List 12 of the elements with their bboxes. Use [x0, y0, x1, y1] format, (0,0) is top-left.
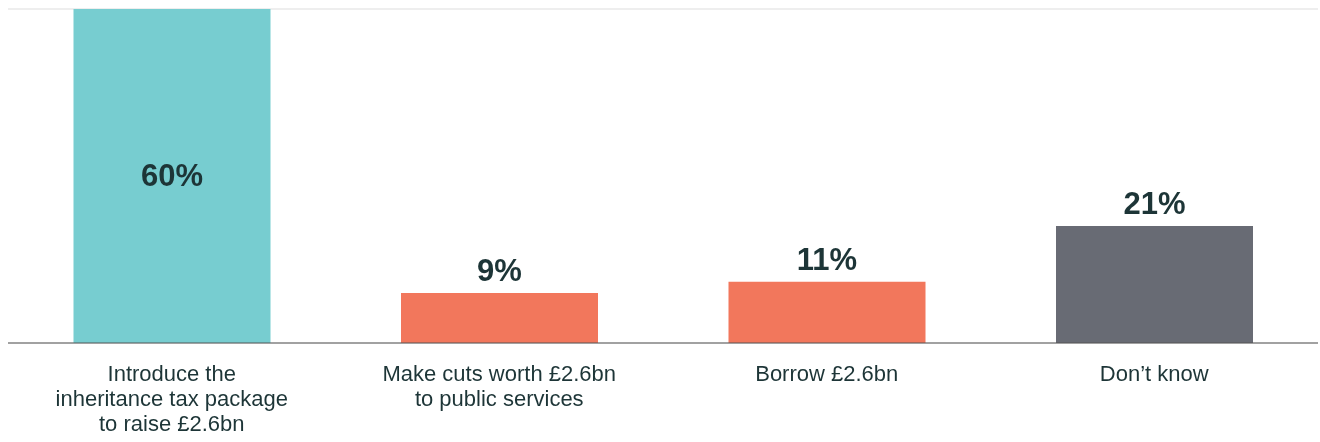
x-tick-label: Borrow £2.6bn: [755, 361, 899, 386]
x-tick-label: Introduce the inheritance tax package to raise £2.6bn: [55, 361, 288, 436]
bar: [1056, 226, 1253, 343]
data-label: 9%: [477, 252, 522, 288]
x-tick-label: Make cuts worth £2.6bn to public services: [382, 361, 617, 411]
data-label: 60%: [140, 158, 204, 193]
bar: [73, 9, 271, 343]
data-label: 11%: [796, 241, 858, 277]
bar: [401, 292, 598, 343]
data-label: 21%: [1123, 186, 1186, 222]
bar: [728, 281, 926, 343]
x-tick-label: Don’t know: [1099, 361, 1209, 386]
